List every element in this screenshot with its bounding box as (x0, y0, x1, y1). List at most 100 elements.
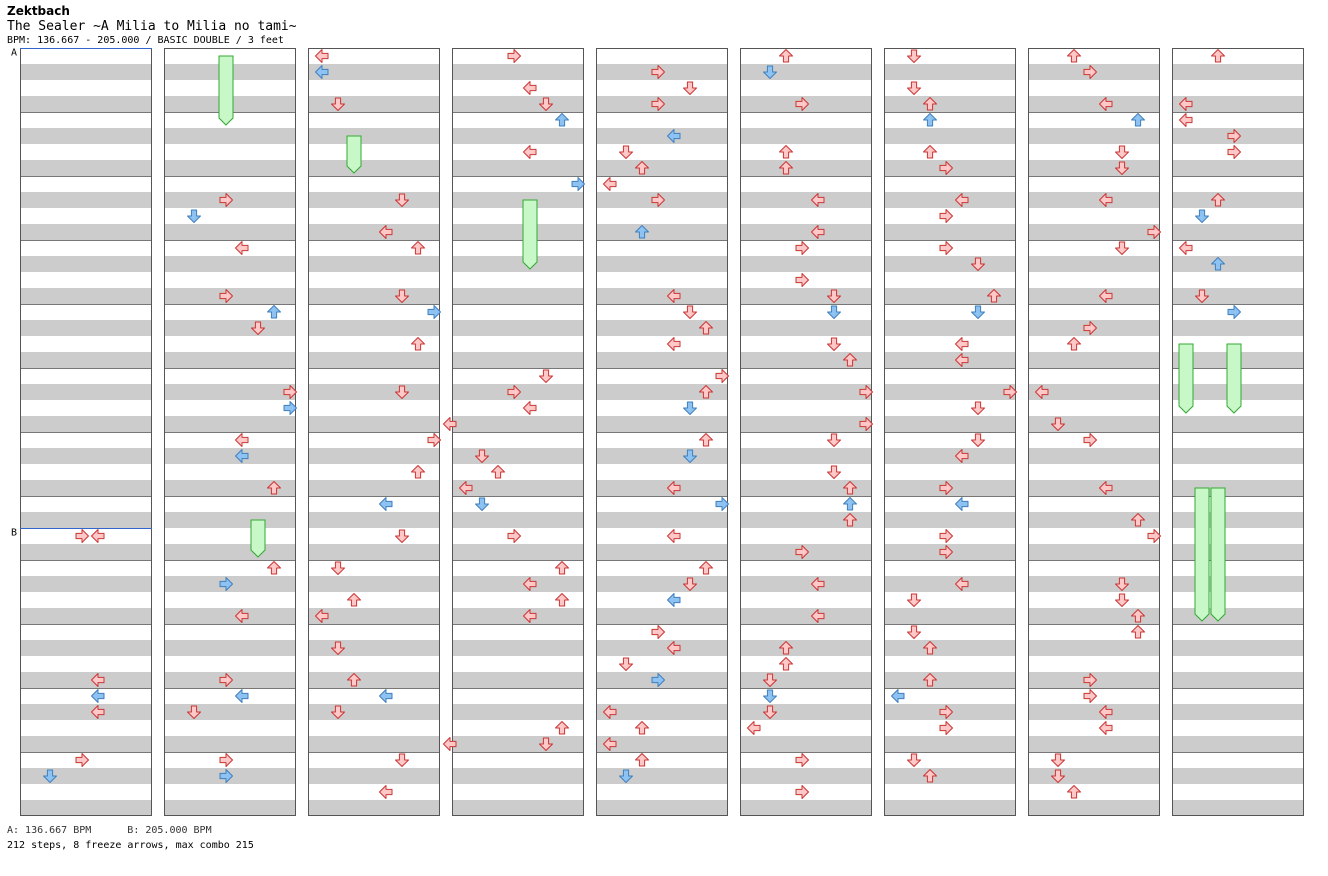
beat-stripe (20, 416, 152, 432)
step-arrow (283, 385, 297, 399)
step-arrow (955, 449, 969, 463)
beat-stripe (308, 800, 440, 816)
beat-stripe (164, 352, 296, 368)
beat-stripe (164, 608, 296, 624)
step-arrow (1179, 241, 1193, 255)
beat-stripe (452, 416, 584, 432)
chart-column-9 (1172, 48, 1304, 816)
step-arrow (619, 769, 633, 783)
beat-stripe (1172, 704, 1304, 720)
step-arrow (1067, 337, 1081, 351)
beat-stripe (308, 672, 440, 688)
beat-stripe (596, 224, 728, 240)
beat-stripe (164, 416, 296, 432)
step-arrow (971, 257, 985, 271)
step-arrow (1195, 209, 1209, 223)
step-arrow (619, 657, 633, 671)
beat-stripe (164, 384, 296, 400)
step-arrow (1115, 241, 1129, 255)
beat-stripe (1028, 448, 1160, 464)
beat-stripe (452, 352, 584, 368)
beat-stripe (740, 768, 872, 784)
step-arrow (683, 305, 697, 319)
step-arrow (907, 625, 921, 639)
step-arrow (667, 129, 681, 143)
column-border (452, 48, 584, 816)
freeze-arrow (522, 199, 538, 270)
step-arrow (619, 145, 633, 159)
beat-stripe (20, 160, 152, 176)
step-arrow (795, 785, 809, 799)
beat-stripe (1172, 512, 1304, 528)
step-arrow (491, 465, 505, 479)
beat-stripe (308, 640, 440, 656)
beat-stripe (596, 416, 728, 432)
step-arrow (523, 609, 537, 623)
step-arrow (827, 433, 841, 447)
step-arrow (1211, 193, 1225, 207)
step-arrow (1083, 65, 1097, 79)
chart-summary: 212 steps, 8 freeze arrows, max combo 21… (7, 840, 254, 851)
beat-stripe (20, 512, 152, 528)
step-arrow (267, 305, 281, 319)
beat-stripe (884, 736, 1016, 752)
beat-stripe (1028, 384, 1160, 400)
step-arrow (923, 145, 937, 159)
bpm-marker-b: B (11, 528, 17, 539)
beat-stripe (740, 160, 872, 176)
step-arrow (1115, 161, 1129, 175)
chart-column-2 (164, 48, 296, 816)
beat-stripe (1028, 768, 1160, 784)
beat-stripe (740, 704, 872, 720)
beat-stripe (884, 416, 1016, 432)
step-arrow (523, 145, 537, 159)
step-arrow (571, 177, 585, 191)
beat-stripe (20, 256, 152, 272)
step-arrow (235, 241, 249, 255)
step-arrow (1083, 321, 1097, 335)
beat-stripe (884, 672, 1016, 688)
step-arrow (91, 689, 105, 703)
step-arrow (507, 385, 521, 399)
beat-stripe (740, 320, 872, 336)
step-arrow (779, 641, 793, 655)
beat-stripe (740, 256, 872, 272)
column-border (596, 48, 728, 816)
beat-stripe (884, 64, 1016, 80)
step-arrow (747, 721, 761, 735)
step-arrow (219, 673, 233, 687)
beat-stripe (452, 448, 584, 464)
beat-stripe (164, 544, 296, 560)
column-border (884, 48, 1016, 816)
beat-stripe (884, 192, 1016, 208)
step-arrow (539, 369, 553, 383)
beat-stripe (308, 288, 440, 304)
step-arrow (1115, 577, 1129, 591)
chart-column-4 (452, 48, 584, 816)
beat-stripe (452, 320, 584, 336)
beat-stripe (164, 448, 296, 464)
step-arrow (315, 609, 329, 623)
step-arrow (699, 433, 713, 447)
beat-stripe (596, 480, 728, 496)
step-arrow (923, 113, 937, 127)
beat-stripe (308, 608, 440, 624)
step-arrow (1099, 705, 1113, 719)
beat-stripe (1172, 448, 1304, 464)
step-arrow (555, 593, 569, 607)
beat-stripe (740, 384, 872, 400)
step-arrow (251, 321, 265, 335)
step-arrow (1099, 97, 1113, 111)
step-arrow (1147, 529, 1161, 543)
beat-stripe (308, 416, 440, 432)
beat-stripe (1172, 800, 1304, 816)
beat-stripe (596, 576, 728, 592)
beat-stripe (596, 768, 728, 784)
step-arrow (683, 401, 697, 415)
beat-stripe (452, 224, 584, 240)
step-arrow (1099, 481, 1113, 495)
step-arrow (939, 481, 953, 495)
step-arrow (1051, 753, 1065, 767)
beat-stripe (164, 512, 296, 528)
step-arrow (411, 465, 425, 479)
